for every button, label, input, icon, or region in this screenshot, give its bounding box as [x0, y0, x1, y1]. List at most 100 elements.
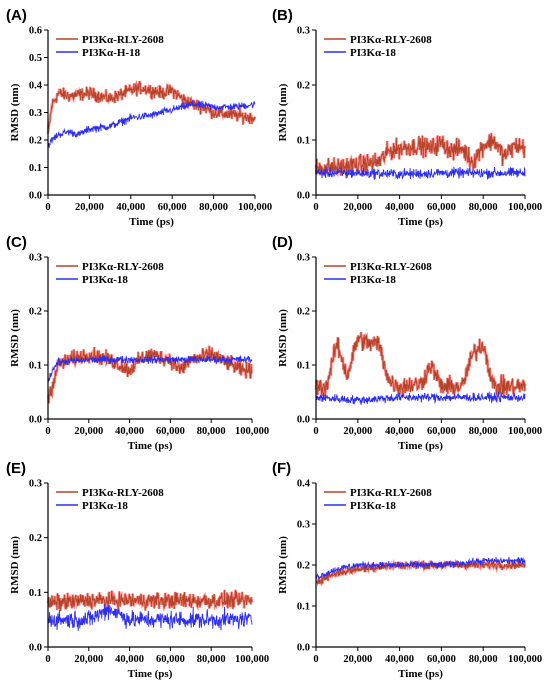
x-tick-label: 0: [45, 202, 50, 213]
panel-label: (D): [272, 234, 293, 251]
y-tick-label: 0.1: [297, 361, 310, 372]
x-tick-label: 0: [45, 654, 50, 665]
chart-panel-2: (B) 0.0 0.1 0.2 0.3 0 20,000 40,000 60,000 80,000…: [272, 7, 542, 228]
y-tick-label: 0.2: [29, 307, 42, 318]
legend-label-1: PI3Kα-RLY-2608: [350, 487, 432, 499]
x-tick-label: 100,000: [508, 654, 542, 665]
y-tick-label: 0.3: [29, 253, 42, 264]
x-tick-label: 20,000: [343, 426, 372, 437]
x-tick-label: 60,000: [427, 654, 456, 665]
series-line-2: [47, 100, 256, 148]
x-tick-label: 20,000: [74, 426, 103, 437]
x-tick-label: 80,000: [469, 654, 498, 665]
series-glow-1: [314, 331, 527, 399]
legend-label-1: PI3Kα-RLY-2608: [82, 261, 164, 273]
y-tick-label: 0.2: [29, 136, 42, 147]
y-tick-label: 0.3: [29, 479, 42, 490]
x-axis-title: Time (ps): [398, 668, 443, 680]
x-tick-label: 100,000: [235, 654, 269, 665]
series-line-1: [315, 132, 526, 179]
x-tick-label: 60,000: [156, 426, 185, 437]
legend-label-1: PI3Kα-RLY-2608: [82, 487, 164, 499]
legend-label-2: PI3Kα-18: [82, 274, 128, 286]
x-tick-label: 0: [313, 426, 318, 437]
x-tick-label: 40,000: [115, 654, 144, 665]
chart-panel-1: (A) 0.0 0.1 0.2 0.3 0.4 0.5 0.6 0 20,000 40,000 60,…: [6, 7, 272, 228]
x-axis-title: Time (ps): [398, 216, 443, 228]
y-tick-label: 0.4: [297, 479, 311, 490]
series-glow-1: [46, 79, 257, 134]
chart-panel-6: (F) 0.0 0.1 0.2 0.3 0.4 0 20,000 40,000 60,000 80,…: [272, 460, 542, 680]
y-tick-label: 0.4: [29, 81, 43, 92]
legend-label-2: PI3Kα-18: [82, 500, 128, 512]
legend-label-2: PI3Kα-H-18: [82, 47, 141, 59]
panel-label: (C): [6, 234, 27, 251]
y-tick-label: 0.6: [29, 26, 42, 37]
series-line-2: [315, 556, 526, 581]
y-tick-label: 0.0: [297, 643, 310, 654]
y-tick-label: 0.0: [29, 191, 42, 202]
x-tick-label: 40,000: [116, 202, 145, 213]
x-axis-title: Time (ps): [128, 668, 173, 680]
legend-label-1: PI3Kα-RLY-2608: [350, 34, 432, 46]
y-tick-label: 0.0: [29, 643, 42, 654]
x-tick-label: 40,000: [115, 426, 144, 437]
legend-label-2: PI3Kα-18: [350, 274, 396, 286]
x-tick-label: 80,000: [469, 426, 498, 437]
series-line-1: [315, 331, 526, 397]
y-axis-title: RMSD (nm): [277, 536, 289, 594]
legend-label-1: PI3Kα-RLY-2608: [82, 34, 164, 46]
y-tick-label: 0.1: [297, 136, 310, 147]
y-tick-label: 0.0: [29, 415, 42, 426]
series-line-2: [315, 166, 526, 180]
y-tick-label: 0.3: [297, 520, 310, 531]
x-tick-label: 20,000: [75, 202, 104, 213]
legend-label-2: PI3Kα-18: [350, 500, 396, 512]
y-tick-label: 0.3: [29, 108, 42, 119]
x-tick-label: 40,000: [385, 426, 414, 437]
x-tick-label: 40,000: [385, 654, 414, 665]
y-axis-title: RMSD (nm): [9, 309, 21, 367]
x-tick-label: 0: [45, 426, 50, 437]
x-tick-label: 0: [313, 202, 318, 213]
x-tick-label: 60,000: [427, 202, 456, 213]
x-tick-label: 80,000: [469, 202, 498, 213]
y-tick-label: 0.5: [29, 53, 42, 64]
x-tick-label: 40,000: [385, 202, 414, 213]
series-line-2: [47, 354, 253, 383]
y-tick-label: 0.1: [29, 163, 42, 174]
x-tick-label: 80,000: [197, 654, 226, 665]
x-tick-label: 60,000: [156, 654, 185, 665]
x-tick-label: 80,000: [197, 426, 226, 437]
y-tick-label: 0.2: [297, 307, 310, 318]
panel-label: (E): [6, 460, 26, 477]
legend-label-2: PI3Kα-18: [350, 47, 396, 59]
y-axis-title: RMSD (nm): [277, 83, 289, 141]
panel-label: (A): [6, 7, 27, 24]
chart-panel-4: (D) 0.0 0.1 0.2 0.3 0 20,000 40,000 60,000 80,000…: [272, 234, 542, 452]
panel-label: (F): [272, 460, 291, 477]
x-tick-label: 100,000: [508, 202, 542, 213]
y-tick-label: 0.2: [297, 81, 310, 92]
x-tick-label: 20,000: [343, 654, 372, 665]
y-tick-label: 0.0: [297, 191, 310, 202]
x-axis-title: Time (ps): [129, 216, 174, 228]
legend-label-1: PI3Kα-RLY-2608: [350, 261, 432, 273]
y-tick-label: 0.0: [297, 415, 310, 426]
series-line-2: [315, 391, 526, 405]
x-tick-label: 20,000: [343, 202, 372, 213]
series-line-1: [47, 589, 253, 612]
y-axis-title: RMSD (nm): [9, 83, 21, 141]
x-tick-label: 100,000: [235, 426, 269, 437]
panel-label: (B): [272, 7, 293, 24]
series-line-1: [47, 80, 256, 134]
y-axis-title: RMSD (nm): [277, 309, 289, 367]
y-tick-label: 0.1: [29, 361, 42, 372]
y-tick-label: 0.1: [29, 588, 42, 599]
x-tick-label: 60,000: [158, 202, 187, 213]
x-tick-label: 20,000: [74, 654, 103, 665]
y-tick-label: 0.2: [29, 533, 42, 544]
y-tick-label: 0.3: [297, 26, 310, 37]
chart-panel-5: (E) 0.0 0.1 0.2 0.3 0 20,000 40,000 60,000 80,000…: [6, 460, 269, 680]
